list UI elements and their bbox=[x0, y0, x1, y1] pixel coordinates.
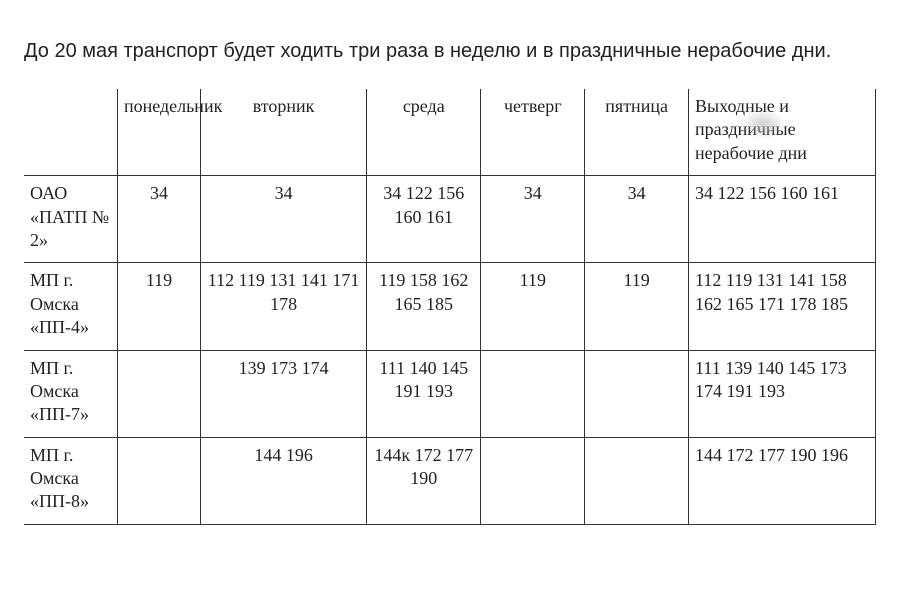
cell-mon bbox=[117, 437, 200, 524]
row-label: МП г. Омска «ПП-4» bbox=[24, 263, 117, 350]
cell-tue: 139 173 174 bbox=[201, 350, 367, 437]
table-row: МП г. Омска «ПП-4» 119 112 119 131 141 1… bbox=[24, 263, 876, 350]
table-row: МП г. Омска «ПП-8» 144 196 144к 172 177 … bbox=[24, 437, 876, 524]
row-label: МП г. Омска «ПП-8» bbox=[24, 437, 117, 524]
row-label: МП г. Омска «ПП-7» bbox=[24, 350, 117, 437]
col-header-mon: понедельник bbox=[117, 89, 200, 176]
cell-thu bbox=[481, 350, 585, 437]
table-row: МП г. Омска «ПП-7» 139 173 174 111 140 1… bbox=[24, 350, 876, 437]
schedule-table: понедельник вторник среда четверг пятниц… bbox=[24, 89, 876, 525]
col-header-weekend: Выходные и праздничные нерабочие дни bbox=[689, 89, 876, 176]
cell-wed: 111 140 145 191 193 bbox=[367, 350, 481, 437]
table-header-row: понедельник вторник среда четверг пятниц… bbox=[24, 89, 876, 176]
col-header-thu: четверг bbox=[481, 89, 585, 176]
cell-mon bbox=[117, 350, 200, 437]
cell-fri: 34 bbox=[585, 176, 689, 263]
row-label: ОАО «ПАТП № 2» bbox=[24, 176, 117, 263]
cell-weekend: 112 119 131 141 158 162 165 171 178 185 bbox=[689, 263, 876, 350]
cell-weekend: 144 172 177 190 196 bbox=[689, 437, 876, 524]
cell-mon: 34 bbox=[117, 176, 200, 263]
cell-weekend: 34 122 156 160 161 bbox=[689, 176, 876, 263]
cell-fri: 119 bbox=[585, 263, 689, 350]
col-header-wed: среда bbox=[367, 89, 481, 176]
intro-text: До 20 мая транспорт будет ходить три раз… bbox=[24, 38, 876, 65]
cell-thu: 119 bbox=[481, 263, 585, 350]
cell-thu bbox=[481, 437, 585, 524]
cell-tue: 112 119 131 141 171 178 bbox=[201, 263, 367, 350]
col-header-label bbox=[24, 89, 117, 176]
cell-fri bbox=[585, 350, 689, 437]
cell-wed: 34 122 156 160 161 bbox=[367, 176, 481, 263]
col-header-tue: вторник bbox=[201, 89, 367, 176]
cell-thu: 34 bbox=[481, 176, 585, 263]
table-container: понедельник вторник среда четверг пятниц… bbox=[24, 89, 876, 525]
cell-weekend: 111 139 140 145 173 174 191 193 bbox=[689, 350, 876, 437]
cell-tue: 144 196 bbox=[201, 437, 367, 524]
cell-tue: 34 bbox=[201, 176, 367, 263]
cell-fri bbox=[585, 437, 689, 524]
col-header-fri: пятница bbox=[585, 89, 689, 176]
table-row: ОАО «ПАТП № 2» 34 34 34 122 156 160 161 … bbox=[24, 176, 876, 263]
cell-wed: 144к 172 177 190 bbox=[367, 437, 481, 524]
cell-wed: 119 158 162 165 185 bbox=[367, 263, 481, 350]
cell-mon: 119 bbox=[117, 263, 200, 350]
